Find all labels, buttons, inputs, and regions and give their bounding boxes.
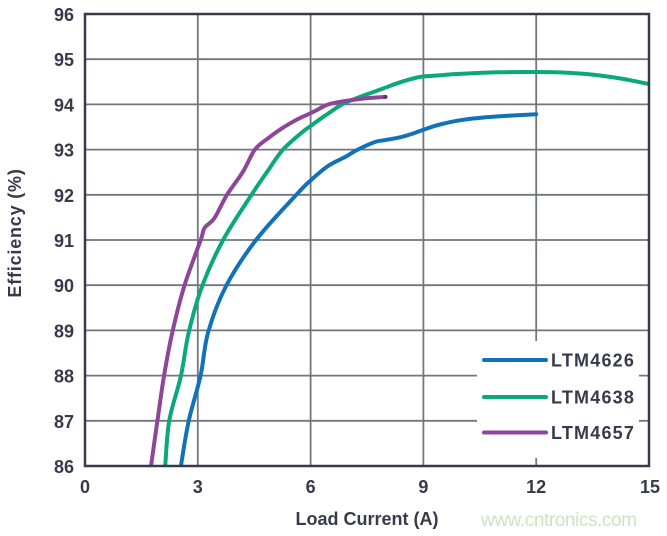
svg-text:Efficiency (%): Efficiency (%) <box>5 168 25 297</box>
svg-text:86: 86 <box>54 457 74 477</box>
svg-text:88: 88 <box>54 367 74 387</box>
svg-text:96: 96 <box>54 5 74 25</box>
svg-text:LTM4657: LTM4657 <box>551 423 635 443</box>
svg-text:91: 91 <box>54 231 74 251</box>
svg-text:6: 6 <box>306 477 316 497</box>
svg-text:3: 3 <box>193 477 203 497</box>
svg-text:87: 87 <box>54 412 74 432</box>
svg-text:9: 9 <box>418 477 428 497</box>
svg-text:15: 15 <box>640 477 660 497</box>
svg-text:90: 90 <box>54 276 74 296</box>
svg-text:LTM4638: LTM4638 <box>551 388 635 408</box>
svg-text:0: 0 <box>80 477 90 497</box>
svg-text:92: 92 <box>54 186 74 206</box>
svg-text:89: 89 <box>54 321 74 341</box>
svg-text:95: 95 <box>54 50 74 70</box>
svg-text:www.cntronics.com: www.cntronics.com <box>480 510 637 531</box>
svg-text:94: 94 <box>54 95 74 115</box>
svg-text:93: 93 <box>54 141 74 161</box>
svg-text:Load Current (A): Load Current (A) <box>296 509 439 529</box>
svg-text:12: 12 <box>526 477 546 497</box>
svg-text:LTM4626: LTM4626 <box>551 351 635 371</box>
